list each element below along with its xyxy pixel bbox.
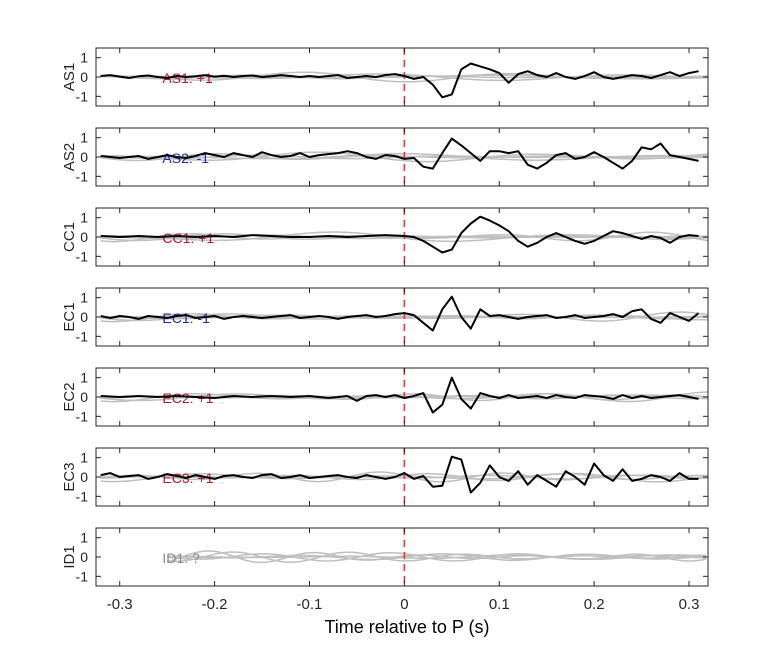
x-tick-label: 0.1 (489, 596, 510, 613)
waveform-trace (100, 215, 699, 254)
station-polarity-label: AS1: +1 (162, 70, 212, 86)
y-tick-label: 1 (80, 370, 88, 386)
x-tick-label: -0.2 (202, 596, 228, 613)
x-tick-label: 0 (400, 596, 408, 613)
y-tick-label: 1 (80, 210, 88, 226)
station-axis-label: CC1 (61, 222, 78, 252)
x-axis: -0.3 -0.2 -0.1 0 0.1 0.2 0.3 (107, 596, 700, 613)
waveform-trace (100, 295, 700, 332)
y-tick-label: 0 (80, 549, 88, 565)
waveform-trace (100, 137, 699, 170)
y-tick-label: 1 (80, 290, 88, 306)
station-polarity-label: EC2: +1 (162, 390, 213, 406)
station-axis-label: AS2 (61, 143, 78, 171)
y-tick-label: 0 (80, 309, 88, 325)
station-axis-label: AS1 (61, 63, 78, 91)
y-tick-label: -1 (76, 248, 89, 264)
x-tick-label: 0.2 (584, 596, 605, 613)
x-tick-label: -0.3 (107, 596, 133, 613)
y-tick-label: 1 (80, 450, 88, 466)
y-tick-label: -1 (76, 488, 89, 504)
x-tick-label: -0.1 (297, 596, 323, 613)
waveform-trace (100, 62, 699, 99)
station-axis-label: ID1 (61, 545, 78, 568)
station-polarity-label: ID1: ? (162, 550, 200, 566)
y-tick-label: 0 (80, 149, 88, 165)
y-tick-label: -1 (76, 568, 89, 584)
y-tick-label: -1 (76, 88, 89, 104)
waveform-trace (100, 376, 699, 414)
y-tick-label: 0 (80, 469, 88, 485)
station-polarity-label: CC1: +1 (162, 230, 214, 246)
station-axis-label: EC2 (61, 382, 78, 411)
grey-traces (167, 550, 707, 564)
station-axis-label: EC3 (61, 462, 78, 491)
y-tick-label: 1 (80, 130, 88, 146)
x-axis-label: Time relative to P (s) (324, 617, 489, 637)
grey-trace-line (167, 551, 707, 563)
x-tick-label: 0.3 (679, 596, 700, 613)
y-tick-label: 1 (80, 530, 88, 546)
y-tick-label: -1 (76, 168, 89, 184)
station-polarity-label: EC1: -1 (162, 310, 210, 326)
grey-trace-line (167, 550, 707, 564)
y-tick-label: 1 (80, 50, 88, 66)
y-tick-label: 0 (80, 69, 88, 85)
y-tick-label: -1 (76, 328, 89, 344)
station-axis-label: EC1 (61, 302, 78, 331)
waveform-trace (100, 455, 699, 494)
y-tick-label: -1 (76, 408, 89, 424)
y-tick-label: 0 (80, 389, 88, 405)
y-tick-label: 0 (80, 229, 88, 245)
